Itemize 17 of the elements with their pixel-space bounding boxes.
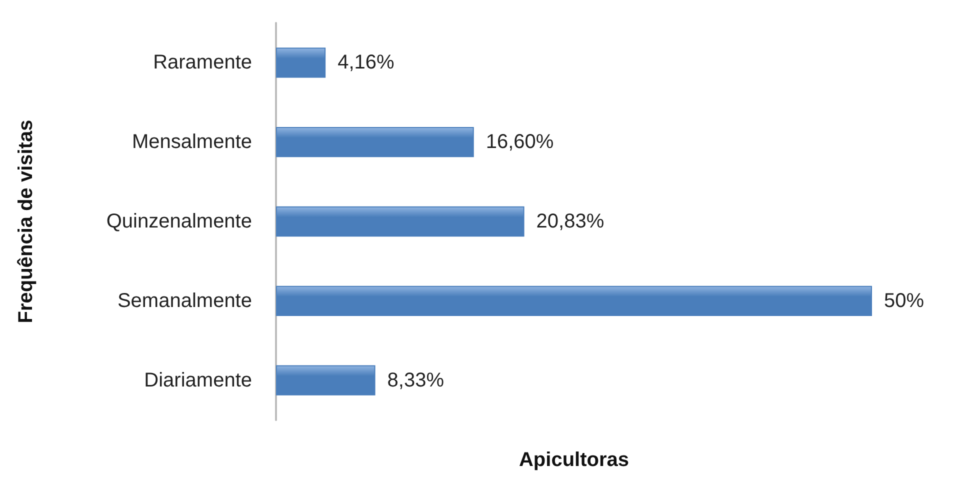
y-tick-label: Mensalmente bbox=[132, 131, 252, 154]
bar bbox=[276, 365, 376, 396]
data-label: 50% bbox=[884, 290, 924, 312]
bar bbox=[276, 48, 326, 78]
data-label: 20,83% bbox=[536, 210, 604, 232]
bar bbox=[276, 206, 524, 237]
data-label: 4,16% bbox=[338, 52, 395, 74]
y-tick-label: Raramente bbox=[153, 52, 252, 74]
bar bbox=[276, 286, 872, 316]
x-axis-title: Apicultoras bbox=[518, 449, 630, 471]
bar bbox=[276, 127, 474, 158]
y-tick-label: Diariamente bbox=[144, 369, 252, 392]
y-axis-title: Frequência de visitas bbox=[15, 120, 37, 324]
y-tick-label: Quinzenalmente bbox=[106, 210, 252, 232]
y-tick-label: Semanalmente bbox=[117, 290, 252, 312]
data-label: 8,33% bbox=[387, 369, 444, 392]
data-label: 16,60% bbox=[486, 131, 554, 154]
